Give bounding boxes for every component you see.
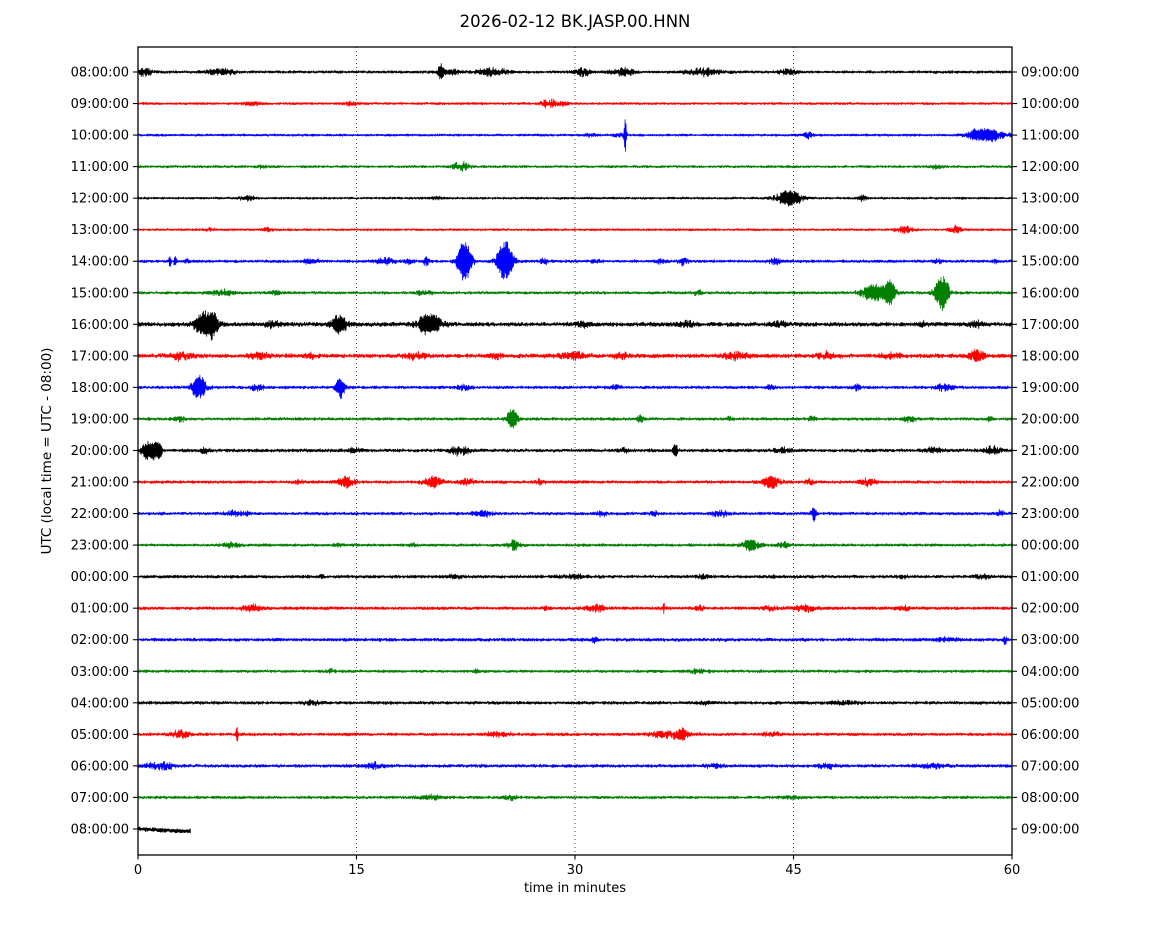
left-time-label: 23:00:00 (71, 539, 129, 554)
right-time-label: 19:00:00 (1021, 381, 1079, 396)
left-time-label: 07:00:00 (71, 791, 129, 806)
traces-group (138, 63, 1012, 834)
trace-row (138, 310, 1012, 341)
right-time-label: 15:00:00 (1021, 255, 1079, 270)
y-axis-label: UTC (local time = UTC - 08:00) (39, 347, 55, 555)
left-time-label: 02:00:00 (71, 633, 129, 648)
left-time-label: 01:00:00 (71, 602, 129, 617)
trace-row (138, 241, 1012, 281)
right-time-label: 16:00:00 (1021, 286, 1079, 301)
right-time-label: 08:00:00 (1021, 791, 1079, 806)
trace-row (138, 348, 1012, 363)
x-tick-label: 15 (348, 863, 365, 878)
right-time-label: 14:00:00 (1021, 223, 1079, 238)
x-tick-label: 0 (134, 863, 142, 878)
left-time-label: 04:00:00 (71, 696, 129, 711)
right-time-label: 20:00:00 (1021, 412, 1079, 427)
right-time-label: 07:00:00 (1021, 759, 1079, 774)
x-tick-label: 60 (1004, 863, 1021, 878)
right-time-label: 11:00:00 (1021, 129, 1079, 144)
right-time-label: 01:00:00 (1021, 570, 1079, 585)
left-time-label: 22:00:00 (71, 507, 129, 522)
right-time-label: 09:00:00 (1021, 822, 1079, 837)
left-time-label: 09:00:00 (71, 97, 129, 112)
left-time-label: 06:00:00 (71, 759, 129, 774)
right-time-label: 13:00:00 (1021, 192, 1079, 207)
left-time-label: 10:00:00 (71, 129, 129, 144)
left-time-label: 03:00:00 (71, 665, 129, 680)
trace-row (138, 224, 1012, 235)
right-time-label: 04:00:00 (1021, 665, 1079, 680)
trace-row (138, 98, 1012, 109)
right-time-label: 17:00:00 (1021, 318, 1079, 333)
trace-row (138, 374, 1012, 399)
right-time-label: 23:00:00 (1021, 507, 1079, 522)
trace-row (138, 63, 1012, 80)
trace-row (138, 726, 1012, 742)
left-time-label: 14:00:00 (71, 255, 129, 270)
right-time-label: 21:00:00 (1021, 444, 1079, 459)
trace-row (138, 475, 1012, 489)
right-time-label: 05:00:00 (1021, 696, 1079, 711)
trace-row (138, 409, 1012, 429)
trace-row (138, 636, 1012, 646)
right-time-label: 10:00:00 (1021, 97, 1079, 112)
trace-row (138, 507, 1012, 523)
x-tick-label: 30 (567, 863, 584, 878)
left-time-label: 12:00:00 (71, 192, 129, 207)
left-time-label: 08:00:00 (71, 822, 129, 837)
left-time-label: 05:00:00 (71, 728, 129, 743)
left-time-label: 17:00:00 (71, 349, 129, 364)
trace-row (138, 160, 1012, 172)
chart-title: 2026-02-12 BK.JASP.00.HNN (459, 12, 691, 31)
left-time-label: 21:00:00 (71, 476, 129, 491)
right-time-label: 03:00:00 (1021, 633, 1079, 648)
trace-row (138, 698, 1012, 707)
trace-row (138, 602, 1012, 615)
trace-row (138, 440, 1012, 461)
left-time-label: 00:00:00 (71, 570, 129, 585)
left-time-label: 19:00:00 (71, 412, 129, 427)
trace-row (138, 119, 1012, 152)
left-time-label: 18:00:00 (71, 381, 129, 396)
right-time-label: 18:00:00 (1021, 349, 1079, 364)
left-time-label: 16:00:00 (71, 318, 129, 333)
trace-row (138, 190, 1012, 207)
left-time-label: 13:00:00 (71, 223, 129, 238)
left-time-label: 08:00:00 (71, 66, 129, 81)
x-axis-label: time in minutes (523, 881, 627, 896)
trace-row (138, 539, 1012, 552)
trace-row (138, 761, 1012, 771)
trace-row (138, 826, 191, 834)
ticks-group: 08:00:00 09:00:00 09:00:00 10:00:00 10:00:00… (71, 66, 1080, 879)
left-time-label: 20:00:00 (71, 444, 129, 459)
left-time-label: 11:00:00 (71, 160, 129, 175)
right-time-label: 00:00:00 (1021, 539, 1079, 554)
trace-row (138, 793, 1012, 802)
trace-row (138, 667, 1012, 675)
right-time-label: 22:00:00 (1021, 476, 1079, 491)
trace-row (138, 573, 1012, 581)
right-time-label: 09:00:00 (1021, 66, 1079, 81)
trace-row (138, 275, 1012, 312)
x-tick-label: 45 (785, 863, 802, 878)
right-time-label: 12:00:00 (1021, 160, 1079, 175)
right-time-label: 06:00:00 (1021, 728, 1079, 743)
left-time-label: 15:00:00 (71, 286, 129, 301)
right-time-label: 02:00:00 (1021, 602, 1079, 617)
